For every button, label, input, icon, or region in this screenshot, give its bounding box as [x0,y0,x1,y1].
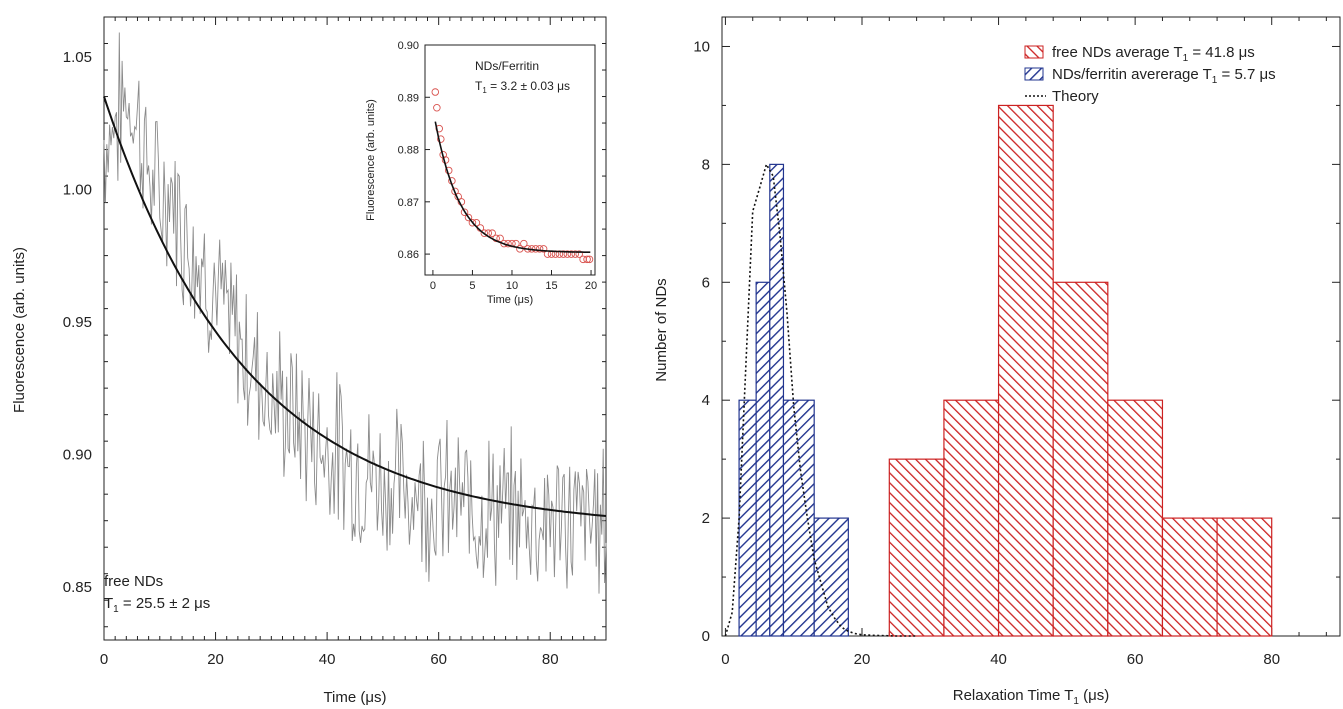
inset-fit-curve [434,121,591,253]
left-xlabel: Time (μs) [323,689,386,706]
right-x-tick-label: 20 [854,651,871,668]
free-nds-bar [1052,281,1109,637]
right-x-tick-label: 60 [1127,651,1144,668]
inset-data-point [571,250,579,258]
inset-data-point [480,229,489,237]
inset-plot-frame [424,44,596,276]
right-y-tick-label: 8 [702,156,710,173]
right-chart: 0 20 40 60 80 0 2 4 6 8 10 free NDs average T1 = 4… [653,16,1341,707]
inset-background [425,45,595,275]
left-x-tick-label: 80 [542,651,559,668]
inset-data-point [567,250,576,258]
right-x-tick-label: 40 [990,651,1007,668]
inset-data-point [575,250,583,258]
right-xlabel: Relaxation Time T1 (μs) [953,687,1109,707]
free-nds-bar [1107,399,1164,637]
inset-data-point [531,245,540,253]
inset-y-tick-label: 0.86 [398,249,419,261]
ferritin-bar [769,163,785,637]
left-annotation-line2: T1 = 25.5 ± 2 μs [104,595,210,615]
left-data-trace [103,32,607,594]
theory-curve [724,162,917,637]
inset-y-tick-label: 0.90 [398,40,419,52]
free-nds-bar [1161,517,1218,637]
inset-data-point [559,250,568,258]
inset-ylabel: Fluorescence (arb. units) [365,99,377,221]
inset-x-tick-label: 5 [469,280,475,292]
right-x-tick-label: 80 [1263,651,1280,668]
free-nds-bar [943,399,1000,637]
inset-data-point [520,239,528,248]
right-bars [738,104,1273,637]
free-nds-bar [1216,517,1273,637]
inset-data-point [431,88,440,96]
left-y-tick-label: 0.90 [63,446,92,463]
right-theory [724,162,917,637]
left-y-tick-label: 1.05 [63,49,92,66]
right-x-tick-label: 0 [721,651,729,668]
left-data [103,32,607,594]
legend-label-ferritin: NDs/ferritin avererage T1 = 5.7 μs [1052,66,1276,86]
inset-chart: 0 5 10 15 20 0.86 0.87 0.88 0.89 0.90 NDs/Ferriti… [365,40,597,306]
inset-y-tick-label: 0.88 [398,145,419,157]
right-y-tick-label: 10 [693,38,710,55]
ferritin-bar [755,281,771,637]
free-nds-bar [888,458,945,637]
inset-data-point [460,208,469,217]
inset-data-point [583,255,591,264]
inset-data-point [535,245,544,253]
left-y-tick-label: 1.00 [63,181,92,198]
left-plot-frame [103,16,607,641]
free-nds-bar [997,104,1054,637]
left-y-tick-label: 0.85 [63,579,92,596]
legend-label-free-nds: free NDs average T1 = 41.8 μs [1052,44,1255,64]
left-ylabel: Fluorescence (arb. units) [11,247,28,413]
inset-title-line1: NDs/Ferritin [475,59,539,73]
left-chart: 0 20 40 60 80 0.85 0.90 0.95 1.00 1.05 free NDs T… [11,16,607,706]
legend-label-theory: Theory [1052,88,1099,105]
inset-data-point [585,255,594,264]
inset-data-point [468,218,477,227]
inset-x-tick-label: 20 [585,280,597,292]
left-fit-curve [103,96,607,517]
legend-swatch-free-nds [1024,45,1044,59]
inset-data [431,88,594,264]
inset-ticks: 0 5 10 15 20 0.86 0.87 0.88 0.89 0.90 [398,40,598,292]
ferritin-bar [782,399,815,637]
right-y-tick-label: 0 [702,628,710,645]
inset-x-tick-label: 15 [545,280,557,292]
left-annotation-line1: free NDs [104,573,163,590]
legend: free NDs average T1 = 41.8 μs NDs/ferrit… [1024,44,1276,105]
inset-data-point [500,239,508,248]
inset-data-point [563,250,572,258]
left-x-tick-label: 0 [100,651,108,668]
inset-data-point [464,213,473,222]
inset-y-tick-label: 0.89 [398,92,419,104]
inset-data-point [539,245,548,253]
left-x-tick-label: 60 [430,651,447,668]
inset-x-tick-label: 0 [430,280,436,292]
left-y-tick-label: 0.95 [63,314,92,331]
right-ylabel: Number of NDs [653,278,670,381]
right-y-tick-label: 2 [702,510,710,527]
left-ticks: 0 20 40 60 80 0.85 0.90 0.95 1.00 1.05 [63,16,607,668]
ferritin-bar [738,399,757,637]
inset-data-point [488,229,496,237]
left-x-tick-label: 40 [319,651,336,668]
left-x-tick-label: 20 [207,651,224,668]
right-y-tick-label: 6 [702,274,710,291]
legend-swatch-ferritin [1024,67,1044,81]
inset-data-point [437,135,445,143]
inset-xlabel: Time (μs) [487,294,533,306]
right-y-tick-label: 4 [702,392,710,409]
inset-x-tick-label: 10 [506,280,518,292]
inset-data-point [433,103,441,112]
inset-y-tick-label: 0.87 [398,197,419,209]
inset-title-line2: T1 = 3.2 ± 0.03 μs [475,79,570,95]
